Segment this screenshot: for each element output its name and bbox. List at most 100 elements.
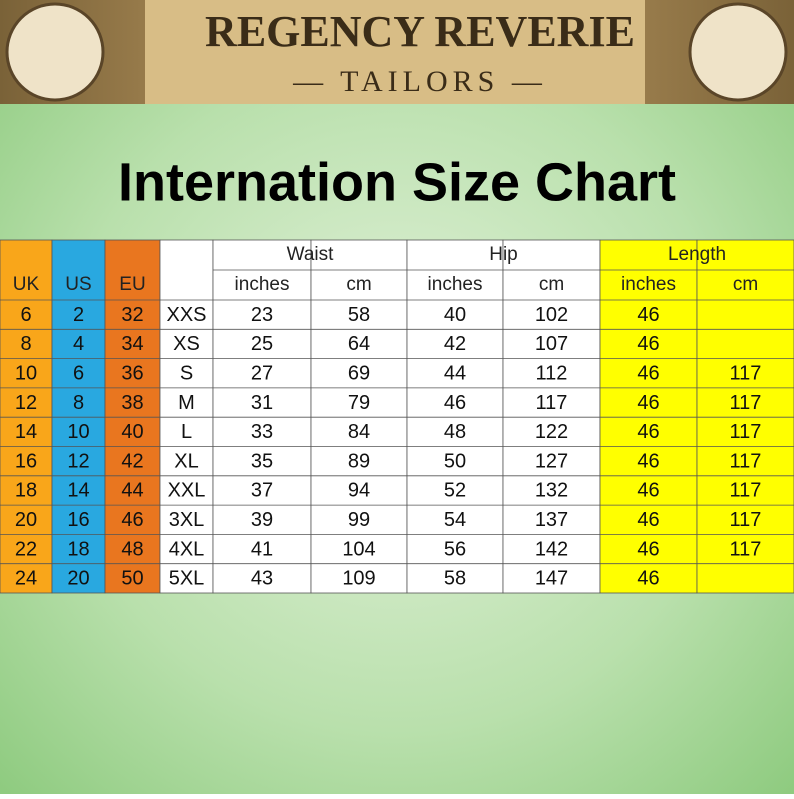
group-header: Length — [668, 244, 726, 265]
cell: XL — [174, 450, 198, 472]
cell: 46 — [637, 509, 659, 531]
cell: 109 — [342, 568, 375, 590]
cell: 3XL — [169, 509, 205, 531]
cell: 25 — [251, 333, 273, 355]
cell: 117 — [730, 538, 762, 560]
cell: 117 — [730, 392, 762, 414]
cell: XS — [173, 333, 200, 355]
cell: 8 — [73, 392, 84, 414]
cell: 43 — [251, 568, 273, 590]
cell: 33 — [251, 421, 273, 443]
cell: 46 — [637, 392, 659, 414]
sub-header: cm — [346, 274, 371, 295]
cell: 2 — [73, 304, 84, 326]
cell: 20 — [67, 568, 89, 590]
cell: 127 — [535, 450, 568, 472]
cell: 24 — [15, 568, 37, 590]
column-header: US — [65, 274, 91, 295]
cell: 4 — [73, 333, 84, 355]
cell: 16 — [67, 509, 89, 531]
brand-title: REGENCY REVERIE — [205, 7, 635, 56]
cell: 117 — [730, 363, 762, 385]
group-header: Hip — [489, 244, 518, 265]
cell: 107 — [535, 333, 568, 355]
cell: 132 — [535, 480, 568, 502]
cell: 12 — [67, 450, 89, 472]
cell: 147 — [535, 568, 568, 590]
cell: 46 — [637, 568, 659, 590]
sub-header: cm — [539, 274, 564, 295]
cell: L — [181, 421, 192, 443]
cell: 99 — [348, 509, 370, 531]
column-header: UK — [13, 274, 40, 295]
cell: 32 — [121, 304, 143, 326]
cell: 46 — [637, 304, 659, 326]
cell: 58 — [444, 568, 466, 590]
cell: 14 — [67, 480, 89, 502]
cell: 52 — [444, 480, 466, 502]
cell: 46 — [637, 333, 659, 355]
cell: 37 — [251, 480, 273, 502]
cell: 117 — [730, 509, 762, 531]
cell: 36 — [121, 363, 143, 385]
cell: 46 — [121, 509, 143, 531]
sub-header: inches — [428, 274, 483, 295]
cell: 48 — [121, 538, 143, 560]
cell: 142 — [535, 538, 568, 560]
cell: 94 — [348, 480, 370, 502]
cell: 50 — [121, 568, 143, 590]
cell: 137 — [535, 509, 568, 531]
cell: 4XL — [169, 538, 205, 560]
banner-panel — [145, 0, 645, 104]
size-table: UK US EU Waist Hip Length inches cm inches cm inch… — [0, 239, 794, 594]
cell: 6 — [20, 304, 31, 326]
cell: 58 — [348, 304, 370, 326]
cell: 102 — [535, 304, 568, 326]
cell: 117 — [730, 480, 762, 502]
cell: 38 — [121, 392, 143, 414]
cell: 84 — [348, 421, 370, 443]
cell: 54 — [444, 509, 466, 531]
cell: M — [178, 392, 195, 414]
cell: 46 — [637, 480, 659, 502]
cell: 40 — [121, 421, 143, 443]
cell: 46 — [637, 538, 659, 560]
cell: XXS — [166, 304, 206, 326]
cell: 14 — [15, 421, 37, 443]
cell: 5XL — [169, 568, 205, 590]
group-header: Waist — [287, 244, 335, 265]
cell: 104 — [342, 538, 375, 560]
sub-header: inches — [235, 274, 290, 295]
medallion — [688, 2, 788, 102]
cell: 22 — [15, 538, 37, 560]
cell: 112 — [536, 363, 568, 385]
cell: 41 — [251, 538, 273, 560]
cell: 6 — [73, 363, 84, 385]
cell: 8 — [20, 333, 31, 355]
brand-subtitle: — TAILORS — — [292, 65, 547, 98]
cell: 46 — [637, 450, 659, 472]
cell: 18 — [67, 538, 89, 560]
heading: Internation Size Chart — [118, 152, 676, 212]
cell: 23 — [251, 304, 273, 326]
cell: 31 — [251, 392, 273, 414]
cell: 46 — [637, 421, 659, 443]
cell: 20 — [15, 509, 37, 531]
cell: 42 — [121, 450, 143, 472]
cell: 117 — [536, 392, 568, 414]
cell: 27 — [251, 363, 273, 385]
cell: 16 — [15, 450, 37, 472]
cell: S — [180, 363, 193, 385]
sub-header: cm — [733, 274, 758, 295]
cell: 10 — [67, 421, 89, 443]
cell: 56 — [444, 538, 466, 560]
cell: 44 — [121, 480, 143, 502]
cell: 44 — [444, 363, 466, 385]
cell: 48 — [444, 421, 466, 443]
cell: 64 — [348, 333, 370, 355]
cell: 46 — [637, 363, 659, 385]
cell: 69 — [348, 363, 370, 385]
cell: 46 — [444, 392, 466, 414]
